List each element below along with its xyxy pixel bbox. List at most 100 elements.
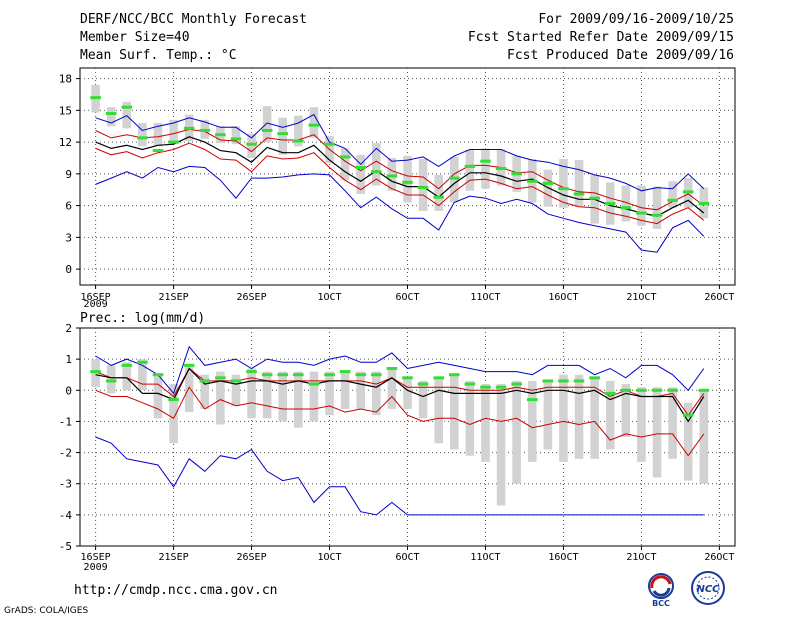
median-marker	[604, 201, 616, 205]
median-marker	[464, 164, 476, 168]
ensemble-range-bar	[372, 143, 381, 186]
grads-credit: GrADS: COLA/IGES	[4, 606, 89, 616]
ensemble-range-bar	[559, 374, 568, 462]
x-tick-label: 16SEP	[81, 292, 111, 303]
ensemble-range-bar	[418, 380, 428, 419]
median-marker	[636, 211, 647, 215]
median-marker	[355, 166, 367, 170]
bcc-logo: BCC	[648, 573, 674, 608]
ensemble-range-bar	[325, 371, 334, 416]
median-marker	[105, 379, 117, 383]
ensemble-range-bar	[465, 380, 475, 456]
median-marker	[199, 128, 211, 132]
y-tick-label: 18	[59, 73, 72, 86]
median-marker	[589, 376, 600, 380]
median-marker	[464, 382, 476, 386]
median-marker	[573, 192, 585, 196]
ensemble-range-bar	[169, 384, 178, 444]
ensemble-range-bar	[309, 107, 319, 138]
median-marker	[261, 373, 273, 377]
ensemble-range-bar	[247, 368, 256, 419]
median-marker	[105, 112, 117, 116]
ensemble-range-bar	[481, 384, 490, 462]
footer-url[interactable]: http://cmdp.ncc.cma.gov.cn	[74, 583, 278, 598]
median-marker	[573, 379, 585, 383]
y-tick-label: 1	[65, 353, 72, 366]
x-tick-label: 16SEP	[81, 552, 111, 563]
median-marker	[90, 96, 101, 100]
median-marker	[371, 170, 382, 174]
ensemble-range-bar	[449, 374, 459, 450]
ensemble-range-bar	[184, 365, 194, 413]
ensemble-range-bar	[294, 115, 303, 147]
ensemble-range-bar	[278, 371, 288, 422]
median-marker	[667, 198, 678, 202]
median-marker	[542, 181, 554, 185]
ensemble-range-bar	[216, 371, 225, 425]
ensemble-range-bar	[403, 377, 412, 409]
median-marker	[152, 373, 164, 377]
x-tick-label: 11OCT	[470, 292, 500, 303]
median-marker	[526, 179, 538, 183]
median-marker	[246, 142, 257, 146]
median-marker	[168, 140, 179, 144]
median-marker	[199, 379, 211, 383]
ensemble-range-bar	[372, 371, 381, 416]
median-marker	[386, 174, 398, 178]
median-marker	[495, 167, 507, 171]
ensemble-mean-line	[95, 136, 705, 217]
median-marker	[137, 136, 148, 140]
ensemble-range-bar	[574, 374, 584, 459]
median-marker	[293, 139, 304, 143]
ensemble-range-bar	[231, 126, 241, 145]
median-marker	[433, 195, 444, 199]
ensemble-range-bar	[605, 380, 615, 450]
ensemble-range-bar	[122, 362, 132, 391]
x-tick-label: 6OCT	[395, 552, 419, 563]
median-marker	[480, 159, 491, 163]
ensemble-range-bar	[262, 106, 272, 143]
ensemble-range-bar	[106, 107, 116, 127]
chart-title: DERF/NCC/BCC Monthly Forecast	[80, 12, 307, 27]
ensemble-range-bar	[683, 402, 693, 481]
median-marker	[324, 373, 335, 377]
ensemble-range-bar	[621, 185, 631, 222]
ensemble-range-bar	[309, 371, 319, 422]
median-marker	[589, 196, 600, 200]
median-marker	[417, 382, 429, 386]
median-marker	[651, 213, 663, 217]
median-marker	[215, 133, 226, 137]
median-marker	[636, 388, 647, 392]
median-marker	[667, 388, 678, 392]
ensemble-range-bar	[637, 185, 646, 226]
median-marker	[526, 398, 538, 402]
x-tick-label: 21SEP	[159, 552, 189, 563]
median-marker	[137, 360, 148, 364]
x-tick-label: 1OCT	[317, 552, 341, 563]
chart-panel-1: 0 3 6 9 12 15 18 16SEP 21SEP 26SEP 1OCT 6OCT 11OCT 16…	[59, 67, 736, 310]
y-tick-label: -1	[59, 415, 72, 428]
median-marker	[277, 132, 289, 136]
ensemble-range-bar	[574, 160, 584, 207]
ensemble-range-bar	[527, 380, 537, 462]
y-tick-label: -3	[59, 478, 72, 491]
median-marker	[168, 398, 179, 402]
mean-minus-spread-line	[95, 386, 705, 457]
ensemble-range-bar	[699, 390, 709, 484]
ensemble-range-bar	[356, 154, 366, 194]
ensemble-range-bar	[247, 133, 256, 158]
x-tick-label: 26SEP	[236, 552, 266, 563]
x-tick-label: 26OCT	[704, 552, 734, 563]
upper-envelope-line	[95, 113, 705, 192]
y-tick-label: 2	[65, 322, 72, 335]
median-marker	[604, 391, 616, 395]
y-tick-label: -4	[59, 509, 73, 522]
median-marker	[402, 180, 413, 184]
ensemble-range-bar	[138, 123, 147, 147]
mean-plus-spread-line	[95, 128, 705, 211]
mean-plus-spread-line	[95, 367, 705, 417]
median-marker	[339, 370, 351, 374]
ensemble-range-bar	[356, 371, 366, 409]
median-marker	[277, 373, 289, 377]
